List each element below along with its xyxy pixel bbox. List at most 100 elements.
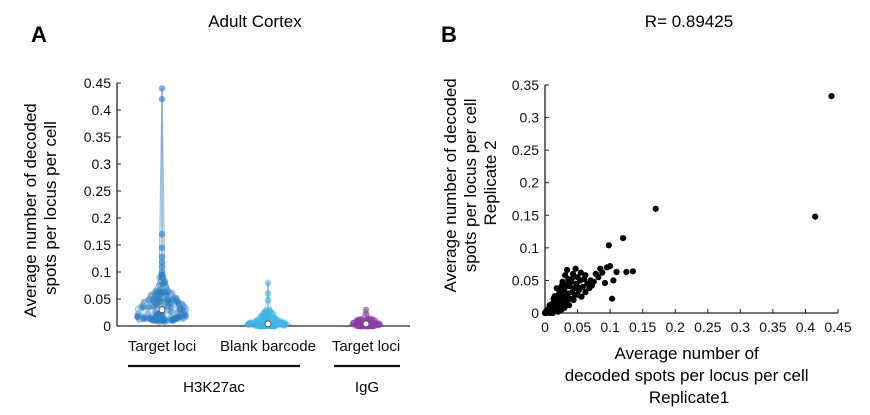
violin-point <box>155 296 162 304</box>
violin-point <box>281 321 289 329</box>
violin-point <box>258 322 266 329</box>
scatter-point <box>551 293 558 300</box>
y-tick-label: 0.4 <box>92 102 112 118</box>
violin-point <box>182 312 190 320</box>
violin-point <box>151 299 158 306</box>
violin-point <box>156 282 163 289</box>
violin-point <box>273 322 281 329</box>
violin-point <box>353 319 361 326</box>
violin-point <box>264 314 272 321</box>
panel-a: A Adult Cortex Average number of decoded… <box>21 12 410 396</box>
violin-point <box>261 311 268 318</box>
violin-point <box>375 321 383 329</box>
violin-point <box>161 317 169 324</box>
violin-point <box>172 313 180 321</box>
violin-point <box>139 304 147 311</box>
violin-point <box>271 322 278 330</box>
violin-point <box>149 316 157 324</box>
violin-point <box>151 292 159 300</box>
violin-point <box>264 309 271 317</box>
violin-point <box>376 321 384 328</box>
category-label: Blank barcode <box>220 338 316 355</box>
violin-point <box>275 321 282 328</box>
scatter-point <box>572 265 579 272</box>
violin-median <box>158 306 166 314</box>
violin-point <box>168 316 176 323</box>
violin-point <box>368 316 376 324</box>
violin-point <box>256 322 264 330</box>
violin-point <box>373 320 380 328</box>
violin-point <box>179 300 186 308</box>
violin-point <box>163 291 170 298</box>
violin-point <box>159 294 166 302</box>
violin-point <box>275 319 283 327</box>
violin-point <box>248 319 255 327</box>
scatter-point <box>828 93 835 100</box>
group-label-igg: IgG <box>355 379 379 396</box>
panel-b-ylabel: Average number of decoded spots per locu… <box>441 74 500 293</box>
violin-point <box>152 287 160 295</box>
violin-point <box>272 319 279 326</box>
violin-point <box>134 313 141 321</box>
violin-point <box>151 298 158 306</box>
violin-point <box>370 320 377 327</box>
scatter-point <box>609 295 616 302</box>
violin-point <box>372 317 379 325</box>
violin-point <box>177 309 184 317</box>
x-tick-label: 0.25 <box>694 319 721 335</box>
violin-point <box>370 321 378 329</box>
violin-point <box>368 317 376 324</box>
violin-point <box>253 321 261 329</box>
violin-point <box>154 301 161 309</box>
scatter-point <box>570 296 577 304</box>
panel-b-title: R= 0.89425 <box>645 12 733 31</box>
violin-point <box>164 289 172 297</box>
violin-point <box>174 299 182 306</box>
violin-median <box>362 320 370 328</box>
violin-point <box>353 322 361 330</box>
violin-point <box>140 315 148 322</box>
y-tick-label: 0.15 <box>84 237 111 253</box>
violin-point <box>169 317 177 324</box>
violin-point <box>144 310 152 318</box>
violin-point <box>267 310 275 317</box>
y-tick-label: 0.05 <box>84 291 111 307</box>
violin-point <box>375 321 382 329</box>
violin-point <box>179 306 187 313</box>
violin-point <box>258 322 265 330</box>
x-tick-label: 0.1 <box>600 319 620 335</box>
scatter-point <box>558 282 566 289</box>
violin-point <box>260 312 268 320</box>
violin-point <box>256 319 263 326</box>
violin-point <box>150 315 157 322</box>
panel-b-points <box>541 93 835 317</box>
violin-point <box>272 316 280 324</box>
violin-point <box>165 296 173 303</box>
scatter-point <box>613 268 620 276</box>
violin-point <box>169 316 176 324</box>
violin-outlier <box>264 279 272 287</box>
violin-point <box>354 316 362 324</box>
violin-point <box>275 318 283 326</box>
scatter-point <box>566 302 573 309</box>
violin-point <box>159 316 167 324</box>
violin-point <box>169 295 176 303</box>
violin-outlier <box>264 290 272 297</box>
violin-point <box>267 307 274 315</box>
violin-point <box>173 295 181 302</box>
scatter-point <box>607 263 614 270</box>
violin-point <box>171 298 179 305</box>
violin-point <box>176 313 183 321</box>
violin-outlier <box>264 296 272 304</box>
violin-point <box>267 313 274 321</box>
violin-point <box>158 290 165 298</box>
y-tick-label: 0.1 <box>520 240 540 256</box>
violin-point <box>257 313 264 320</box>
violin-outlier <box>158 271 166 279</box>
scatter-point <box>610 277 617 284</box>
violin-point <box>154 317 162 324</box>
violin-point <box>278 319 286 327</box>
scatter-point <box>620 235 627 242</box>
violin-point <box>351 319 358 327</box>
violin-2 <box>242 279 292 330</box>
